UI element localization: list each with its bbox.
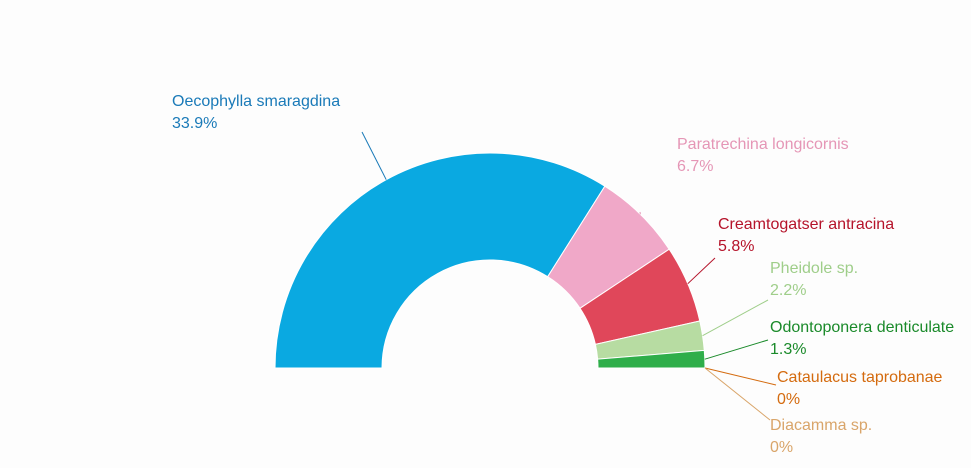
label-value: 2.2%: [770, 282, 806, 299]
leader-line: [687, 257, 716, 285]
label-name: Pheidole sp.: [770, 260, 858, 277]
label-value: 1.3%: [770, 341, 806, 358]
label-value: 0%: [770, 439, 793, 456]
slice: [274, 152, 606, 369]
label-name: Cataulacus taprobanae: [777, 369, 943, 386]
label-value: 33.9%: [172, 115, 217, 132]
leader-line: [704, 339, 769, 360]
label-name: Paratrechina longicornis: [677, 136, 849, 153]
label-name: Creamtogatser antracina: [718, 216, 894, 233]
label-value: 0%: [777, 391, 800, 408]
label-value: 5.8%: [718, 238, 754, 255]
leader-line: [704, 367, 771, 421]
leader-line: [361, 131, 387, 180]
label-name: Diacamma sp.: [770, 417, 872, 434]
label-name: Oecophylla smaragdina: [172, 93, 340, 110]
leader-line: [702, 299, 769, 337]
label-name: Odontoponera denticulate: [770, 319, 954, 336]
label-value: 6.7%: [677, 158, 713, 175]
leader-line: [704, 367, 777, 386]
